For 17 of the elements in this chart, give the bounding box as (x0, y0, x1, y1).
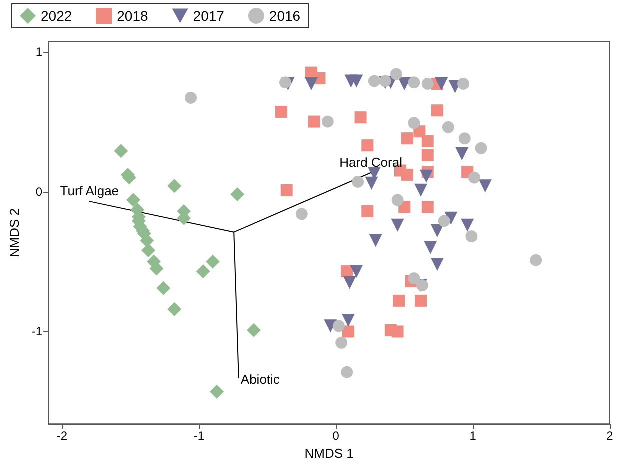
legend-label: 2016 (269, 8, 301, 24)
x-axis-title: NMDS 1 (304, 446, 354, 461)
legend-label: 2022 (41, 8, 72, 24)
annotation: Hard Coral (340, 154, 403, 170)
annotation: Abiotic (240, 372, 280, 387)
y-axis-title: NMDS 2 (7, 208, 22, 258)
x-tick-label: 0 (332, 429, 340, 444)
x-tick-label: -1 (194, 429, 205, 444)
x-tick-label: 2 (606, 429, 614, 444)
x-tick-label: 1 (470, 429, 477, 444)
x-tick-label: -2 (56, 429, 68, 444)
y-tick-label: 1 (36, 44, 43, 59)
legend-label: 2018 (117, 8, 149, 24)
y-tick-label: 0 (36, 184, 43, 199)
legend-label: 2017 (193, 8, 225, 24)
annotation: Turf Algae (60, 184, 120, 199)
y-tick-label: -1 (32, 324, 43, 339)
